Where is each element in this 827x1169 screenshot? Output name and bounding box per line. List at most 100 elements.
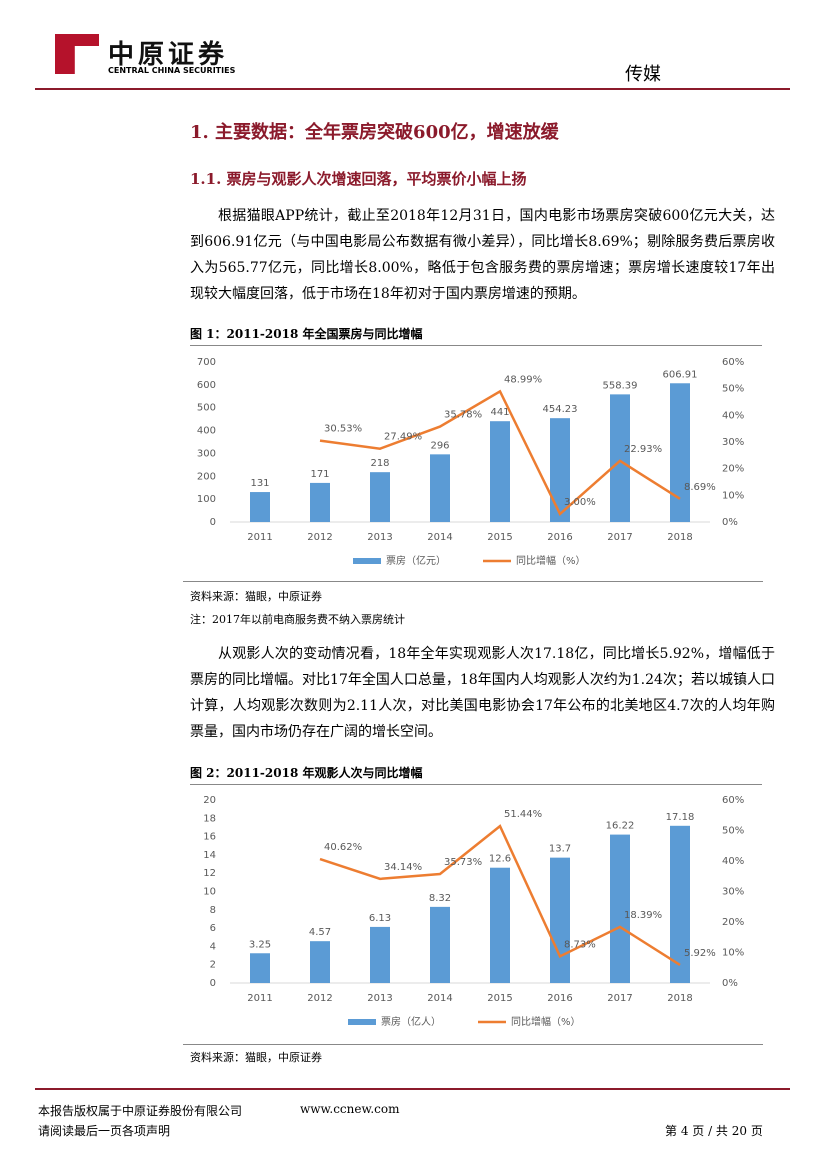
chart: 0 2 4 6 8 10 12 14 16 18 20 0% 10% 20% 30% 40% 50% 60% 201… — [203, 795, 744, 1028]
y-tick-label: 14 — [203, 850, 216, 861]
y-tick-label: 600 — [197, 380, 216, 391]
data-label: 454.23 — [543, 404, 578, 415]
figure-title: 图 2：2011-2018 年观影人次与同比增幅 — [190, 764, 762, 785]
footer-rule — [35, 1088, 790, 1090]
y2-tick-label: 20% — [722, 917, 744, 928]
line — [319, 389, 681, 517]
data-label: 6.13 — [369, 913, 391, 924]
x-tick-label: 2018 — [667, 532, 692, 543]
chart: 0 100 200 300 400 500 600 700 0% 10% 20% 30% 40% 50% 6… — [197, 357, 744, 567]
bar — [550, 857, 570, 983]
y2-tick-label: 20% — [722, 464, 744, 475]
data-label: 3.25 — [249, 939, 271, 950]
x-tick-label: 2013 — [367, 532, 392, 543]
website: www.ccnew.com — [300, 1102, 400, 1116]
header-rule — [35, 88, 790, 90]
rule — [183, 581, 763, 582]
bar — [610, 834, 630, 983]
data-label: 171 — [310, 469, 329, 480]
x-tick-label: 2016 — [547, 532, 572, 543]
x-tick-label: 2012 — [307, 993, 332, 1004]
data-label: 40.62% — [324, 842, 362, 853]
legend-swatch — [353, 558, 381, 564]
bar — [490, 421, 510, 522]
bar — [490, 867, 510, 983]
y2-tick-label: 0% — [722, 517, 738, 528]
data-label: 34.14% — [384, 862, 422, 873]
data-label: 35.78% — [444, 410, 482, 421]
x-tick-label: 2016 — [547, 993, 572, 1004]
data-label: 8.32 — [429, 893, 451, 904]
data-label: 30.53% — [324, 424, 362, 435]
line — [319, 824, 681, 966]
x-tick-label: 2015 — [487, 532, 512, 543]
figure-title: 图 1：2011-2018 年全国票房与同比增幅 — [190, 325, 762, 346]
page-number: 第 4 页 / 共 20 页 — [665, 1124, 763, 1138]
data-label: 22.93% — [624, 444, 662, 455]
bar — [670, 825, 690, 983]
x-tick-label: 2014 — [427, 993, 452, 1004]
bar — [550, 418, 570, 522]
data-label: 13.7 — [549, 844, 571, 855]
bar — [310, 941, 330, 983]
x-tick-label: 2011 — [247, 532, 272, 543]
x-tick-label: 2017 — [607, 532, 632, 543]
y2-tick-label: 30% — [722, 437, 744, 448]
y2-tick-label: 50% — [722, 384, 744, 395]
legend-label: 同比增幅（%） — [511, 1015, 581, 1028]
subheading: 1.1. 票房与观影人次增速回落，平均票价小幅上扬 — [190, 170, 527, 188]
bar — [310, 482, 330, 522]
y2-tick-label: 0% — [722, 978, 738, 989]
bar — [250, 492, 270, 522]
rule — [183, 1044, 763, 1045]
x-tick-label: 2013 — [367, 993, 392, 1004]
figure-source: 资料来源：猫眼，中原证券 — [190, 590, 322, 603]
bar — [250, 953, 270, 983]
bar — [370, 472, 390, 522]
legend-label: 同比增幅（%） — [516, 554, 586, 567]
data-label: 8.69% — [684, 482, 716, 493]
x-tick-label: 2015 — [487, 993, 512, 1004]
figure-note: 注：2017年以前电商服务费不纳入票房统计 — [190, 613, 405, 626]
legend-label: 票房（亿人） — [381, 1015, 441, 1028]
heading: 1. 主要数据：全年票房突破600亿，增速放缓 — [190, 122, 559, 143]
x-tick-label: 2014 — [427, 532, 452, 543]
bar — [610, 394, 630, 522]
y-tick-label: 100 — [197, 494, 216, 505]
y-tick-label: 300 — [197, 448, 216, 459]
y-tick-label: 18 — [203, 813, 216, 824]
disclaimer: 请阅读最后一页各项声明 — [38, 1124, 171, 1138]
y2-tick-label: 50% — [722, 826, 744, 837]
paragraph: 根据猫眼APP统计，截止至2018年12月31日，国内电影市场票房突破600亿元… — [190, 208, 775, 302]
data-label: 4.57 — [309, 927, 331, 938]
y-tick-label: 0 — [210, 517, 216, 528]
data-label: 441 — [490, 407, 509, 418]
figure-source: 资料来源：猫眼，中原证券 — [190, 1051, 322, 1064]
bar — [670, 383, 690, 522]
data-label: 558.39 — [603, 380, 638, 391]
bar — [370, 926, 390, 983]
y2-tick-label: 40% — [722, 856, 744, 867]
data-label: 131 — [250, 478, 269, 489]
y2-tick-label: 10% — [722, 490, 744, 501]
legend-swatch — [348, 1019, 376, 1025]
y-tick-label: 500 — [197, 403, 216, 414]
data-label: 16.22 — [606, 821, 635, 832]
paragraph: 从观影人次的变动情况看，18年全年实现观影人次17.18亿，同比增长5.92%，… — [190, 646, 775, 740]
y-tick-label: 200 — [197, 471, 216, 482]
y-tick-label: 2 — [210, 960, 216, 971]
y-tick-label: 16 — [203, 832, 216, 843]
logo-text: 中原证券 — [108, 40, 229, 70]
data-label: 27.49% — [384, 432, 422, 443]
y-tick-label: 6 — [210, 923, 216, 934]
y-tick-label: 12 — [203, 868, 216, 879]
y-tick-label: 20 — [203, 795, 216, 806]
y-tick-label: 10 — [203, 887, 216, 898]
data-label: 218 — [370, 458, 389, 469]
legend-label: 票房（亿元） — [386, 554, 446, 567]
y-tick-label: 700 — [197, 357, 216, 368]
y-tick-label: 4 — [210, 941, 216, 952]
y2-tick-label: 10% — [722, 948, 744, 959]
data-label: 18.39% — [624, 910, 662, 921]
